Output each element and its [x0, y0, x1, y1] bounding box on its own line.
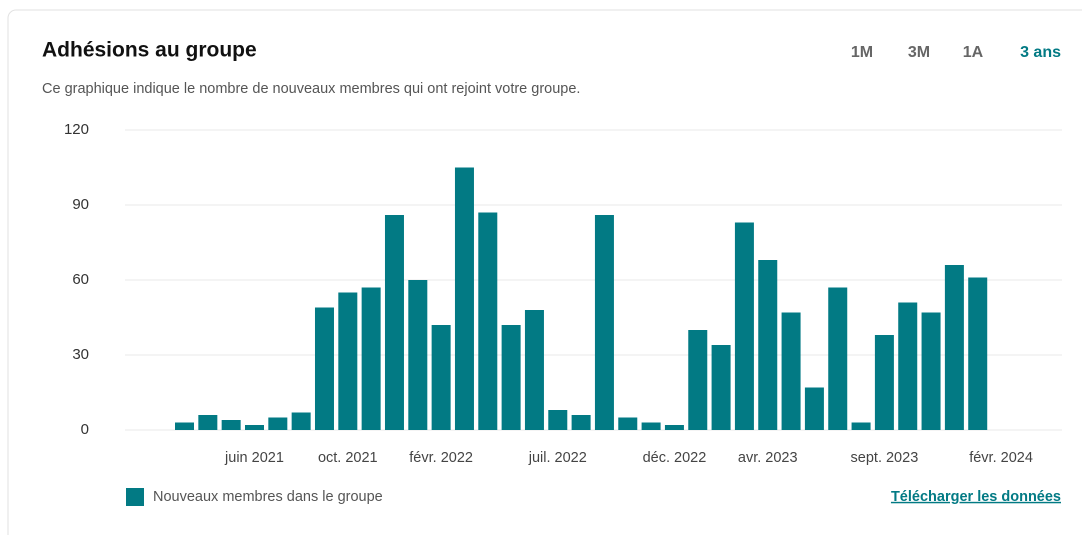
bar [268, 417, 288, 430]
x-tick-label: févr. 2022 [409, 450, 473, 466]
bar [874, 335, 894, 430]
bar [571, 415, 591, 430]
bar [524, 310, 544, 430]
bar [968, 277, 988, 430]
range-button[interactable]: 1M [851, 44, 873, 61]
bar [384, 215, 404, 430]
range-buttons: 1M 3M 1A 3 ans [851, 44, 1061, 61]
bar [781, 312, 801, 430]
bar [338, 292, 358, 430]
legend-swatch [126, 488, 144, 506]
bar [711, 345, 731, 430]
range-button[interactable]: 3M [908, 44, 930, 61]
bar [898, 302, 918, 430]
bar [594, 215, 614, 430]
bar [454, 167, 474, 430]
x-tick-label: oct. 2021 [318, 450, 378, 466]
bar [478, 212, 498, 430]
bar [548, 410, 568, 430]
y-tick-label: 60 [72, 271, 89, 288]
bar [314, 307, 334, 430]
x-tick-label: juil. 2022 [528, 450, 587, 466]
bar [408, 280, 428, 430]
y-tick-label: 120 [64, 121, 89, 138]
x-tick-label: juin 2021 [224, 450, 284, 466]
bar [944, 265, 964, 430]
bar [361, 287, 381, 430]
bar [921, 312, 941, 430]
bar [618, 417, 638, 430]
x-tick-label: févr. 2024 [969, 450, 1033, 466]
x-tick-label: avr. 2023 [738, 450, 798, 466]
x-tick-label: déc. 2022 [643, 450, 707, 466]
bar [291, 412, 311, 430]
bar [804, 387, 824, 430]
bar [664, 425, 684, 430]
y-tick-label: 0 [81, 421, 89, 438]
x-tick-label: sept. 2023 [851, 450, 919, 466]
range-button[interactable]: 3 ans [1020, 44, 1061, 61]
bar [851, 422, 871, 430]
subtitle: Ce graphique indique le nombre de nouvea… [42, 81, 580, 97]
bar [758, 260, 778, 430]
plot: 0 30 60 90 120 juin 2021 oct. 2021 févr. 2022 ju… [64, 121, 1062, 466]
download-link[interactable]: Télécharger les données [891, 489, 1061, 505]
bar [688, 330, 708, 430]
bar [175, 422, 194, 430]
title: Adhésions au groupe [42, 39, 257, 62]
bar [221, 420, 241, 430]
bar [501, 325, 521, 430]
y-tick-label: 90 [72, 196, 89, 213]
range-button[interactable]: 1A [963, 44, 984, 61]
bar [641, 422, 661, 430]
y-tick-label: 30 [72, 346, 89, 363]
bar [734, 222, 754, 430]
legend-label: Nouveaux membres dans le groupe [153, 489, 383, 505]
bar [431, 325, 451, 430]
bar [828, 287, 848, 430]
bar [198, 415, 218, 430]
bar [244, 425, 264, 430]
